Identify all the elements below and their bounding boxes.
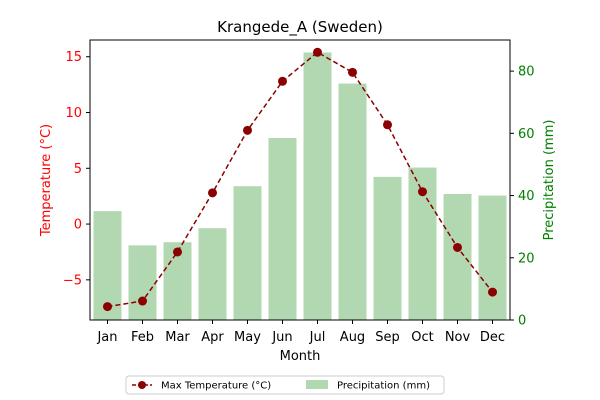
x-tick-label: Feb [131,330,154,345]
temp-point-dec [488,287,497,297]
x-tick-label: Mar [165,330,190,345]
plot-frame [89,39,511,321]
left-tick-label: 5 [74,162,82,177]
left-tick-label: −5 [63,273,82,288]
precip-bar-jan [93,211,122,320]
temp-point-feb [138,296,147,306]
x-tick-label: Jan [96,330,117,345]
left-y-axis-title: Temperature (°C) [39,124,54,237]
right-tick-label: 40 [518,189,535,204]
precip-bar-sep [373,176,402,320]
right-y-axis: 0 20 40 60 80 [510,65,535,329]
right-tick-label: 60 [518,127,535,142]
precipitation-bars [93,52,507,320]
right-tick-label: 80 [518,65,535,80]
temp-point-jun [278,76,287,86]
temp-point-oct [418,187,427,197]
temperature-series-line [107,51,494,308]
precip-bar-aug [338,83,367,320]
temp-point-sep [383,120,392,130]
precip-bar-jul [303,52,332,320]
left-tick-label: 15 [65,50,82,65]
right-y-axis-title: Precipitation (mm) [542,120,557,241]
x-axis: Jan Feb Mar Apr May Jun Jul Aug Sep Oct Nov Dec [96,320,505,345]
x-tick-label: Apr [201,330,224,345]
legend: Max Temperature (°C) Precipitation (mm) [125,375,445,395]
x-tick-label: Sep [375,330,400,345]
precip-bar-apr [198,228,227,320]
legend-precipitation-label: Precipitation (mm) [337,381,430,392]
right-tick-label: 0 [518,314,526,329]
temperature-line [103,47,497,312]
precip-bar-nov [443,194,472,320]
left-tick-label: 10 [65,106,82,121]
legend-bar-swatch [306,380,328,389]
x-tick-label: Oct [411,330,433,345]
precip-bar-may [233,186,262,320]
temp-point-jul [313,47,322,57]
precip-bar-feb [128,245,157,320]
temp-point-may [243,125,252,135]
legend-marker-swatch [138,381,146,389]
x-tick-label: May [234,330,261,345]
temp-point-mar [173,247,182,257]
right-tick-label: 20 [518,251,535,266]
legend-temperature-label: Max Temperature (°C) [161,381,271,392]
temp-point-aug [348,67,357,77]
x-tick-label: Dec [480,330,505,345]
temp-point-apr [208,188,217,198]
x-tick-label: Jul [309,330,326,345]
x-tick-label: Nov [445,330,471,345]
precip-bar-jun [268,138,297,320]
left-y-axis: −5 0 5 10 15 [63,50,90,288]
legend-box [125,375,445,395]
precip-bar-dec [478,195,507,320]
left-tick-label: 0 [74,218,82,233]
temp-point-nov [453,242,462,252]
x-axis-title: Month [280,349,321,364]
x-tick-label: Aug [340,330,365,345]
temp-point-jan [103,302,112,312]
x-tick-label: Jun [271,330,292,345]
chart-title: Krangede_A (Sweden) [217,18,383,37]
